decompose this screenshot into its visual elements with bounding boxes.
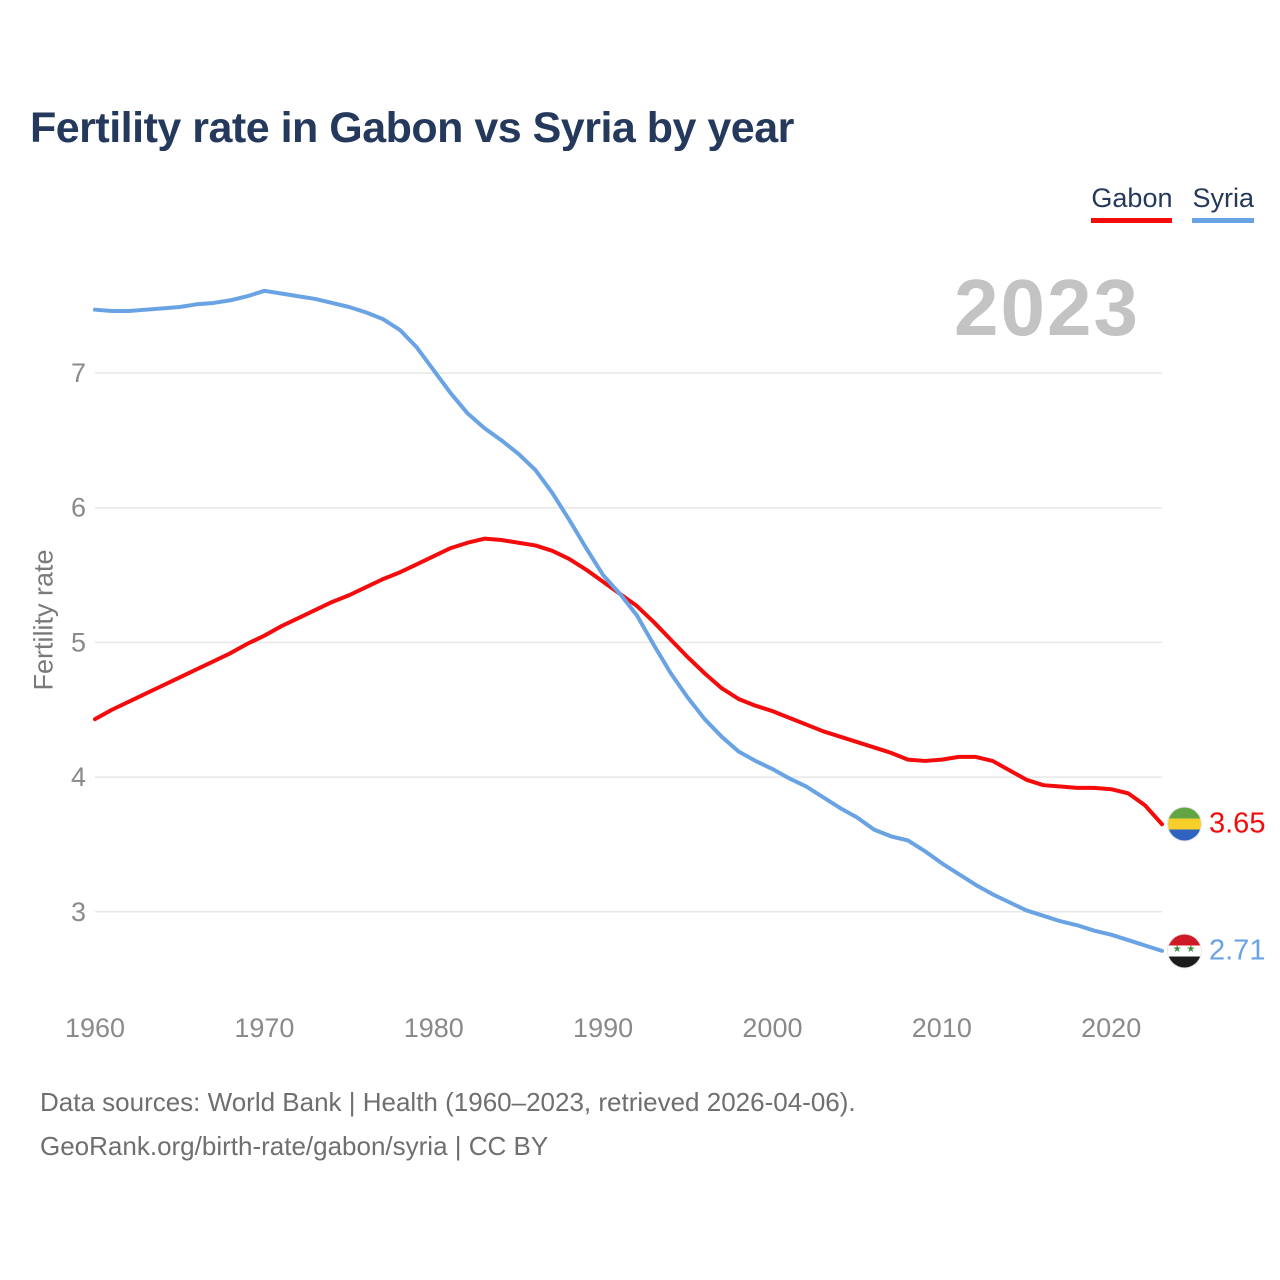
gabon-endpoint-marker: 3.65 bbox=[1168, 807, 1266, 841]
x-tick-label-1990: 1990 bbox=[573, 1013, 633, 1043]
x-tick-label-1980: 1980 bbox=[404, 1013, 464, 1043]
x-tick-label-1960: 1960 bbox=[65, 1013, 125, 1043]
gabon-end-value: 3.65 bbox=[1209, 807, 1266, 840]
syria-flag-black-stripe bbox=[1168, 956, 1201, 968]
x-tick-label-2010: 2010 bbox=[912, 1013, 972, 1043]
syria-endpoint-marker: ★ ★ 2.71 bbox=[1168, 934, 1266, 968]
footer: Data sources: World Bank | Health (1960–… bbox=[40, 1080, 856, 1168]
gabon-flag-icon bbox=[1168, 807, 1201, 841]
y-tick-label-4: 4 bbox=[71, 762, 86, 792]
gabon-flag-green-stripe bbox=[1168, 807, 1201, 819]
syria-flag-stars-icon: ★ ★ bbox=[1172, 944, 1197, 956]
x-tick-label-2020: 2020 bbox=[1081, 1013, 1141, 1043]
syria-flag-icon: ★ ★ bbox=[1168, 934, 1201, 968]
syria-line[interactable] bbox=[93, 288, 1164, 953]
footer-data-sources: Data sources: World Bank | Health (1960–… bbox=[40, 1087, 856, 1117]
page-title: Fertility rate in Gabon vs Syria by year bbox=[30, 104, 794, 152]
watermark-year: 2023 bbox=[954, 263, 1140, 352]
gabon-flag-yellow-stripe bbox=[1168, 818, 1201, 830]
footer-attribution-link: GeoRank.org/birth-rate/gabon/syria | CC … bbox=[40, 1131, 549, 1161]
legend-item-gabon[interactable]: Gabon bbox=[1091, 183, 1173, 223]
syria-end-value: 2.71 bbox=[1209, 934, 1266, 967]
legend-item-syria[interactable]: Syria bbox=[1192, 183, 1254, 223]
syria-flag-white-stripe bbox=[1168, 945, 1201, 957]
gabon-flag-blue-stripe bbox=[1168, 829, 1201, 841]
y-tick-label-3: 3 bbox=[71, 897, 86, 927]
legend: Gabon Syria bbox=[1091, 183, 1254, 223]
syria-flag-red-stripe bbox=[1168, 934, 1201, 946]
y-tick-label-7: 7 bbox=[71, 358, 86, 388]
gabon-line[interactable] bbox=[93, 536, 1164, 827]
y-tick-label-5: 5 bbox=[71, 627, 86, 657]
x-tick-label-1970: 1970 bbox=[234, 1013, 294, 1043]
x-tick-label-2000: 2000 bbox=[742, 1013, 802, 1043]
y-tick-label-6: 6 bbox=[71, 493, 86, 523]
